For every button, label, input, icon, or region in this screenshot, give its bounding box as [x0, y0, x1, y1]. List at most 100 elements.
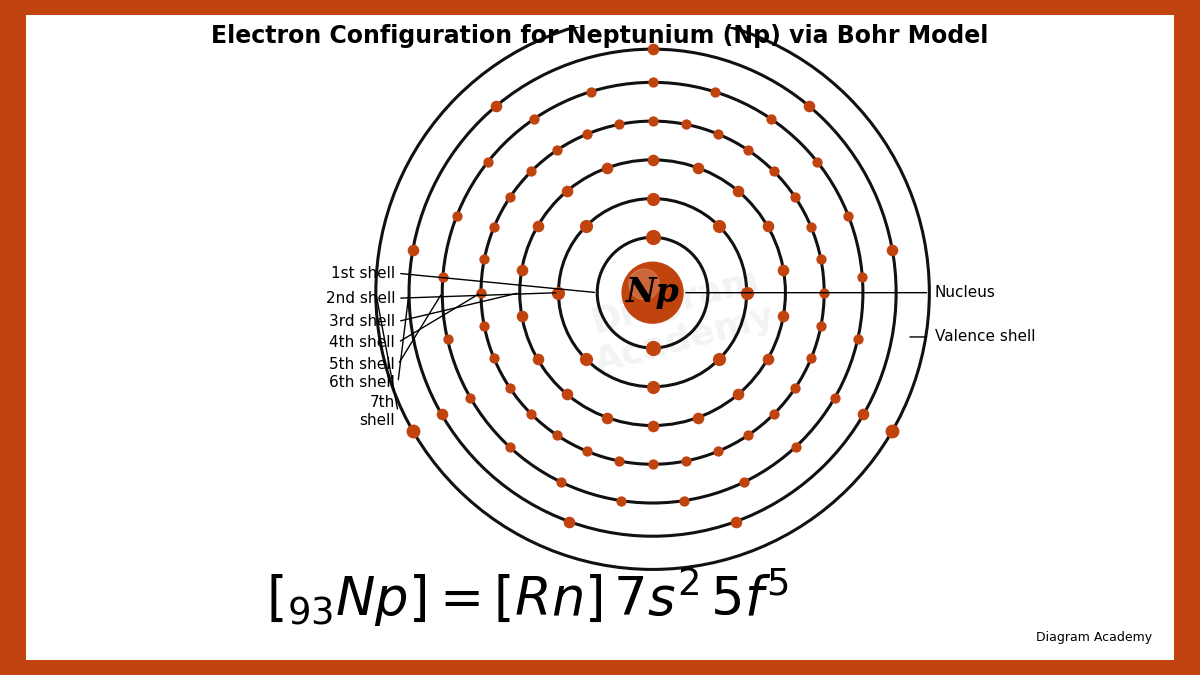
Point [802, 353, 821, 364]
Point [815, 288, 834, 298]
Point [528, 354, 547, 364]
Point [643, 381, 662, 392]
Point [774, 264, 793, 275]
Point [547, 144, 566, 155]
Point [643, 11, 662, 22]
Point [786, 192, 805, 202]
Point [433, 271, 452, 282]
Point [826, 392, 845, 403]
Point [674, 495, 694, 506]
Point [577, 129, 596, 140]
Point [548, 288, 568, 298]
Point [728, 389, 748, 400]
Point [737, 288, 756, 298]
Point [643, 343, 662, 354]
Text: Nucleus: Nucleus [935, 285, 996, 300]
Point [577, 446, 596, 456]
Point [448, 211, 467, 221]
Point [512, 310, 532, 321]
Point [762, 113, 781, 124]
Text: 6th shell: 6th shell [329, 375, 395, 390]
Point [598, 412, 617, 423]
Point [403, 245, 422, 256]
Point [764, 408, 784, 419]
Point [552, 477, 571, 487]
Point [726, 516, 745, 527]
Point [758, 354, 778, 364]
Point [432, 409, 451, 420]
Point [643, 459, 662, 470]
Point [643, 155, 662, 165]
Point [581, 86, 600, 97]
Point [643, 115, 662, 126]
Point [728, 186, 748, 196]
Point [576, 221, 595, 232]
Point [576, 354, 595, 364]
Point [709, 354, 728, 364]
Text: Np: Np [625, 276, 679, 309]
Point [709, 129, 728, 140]
Point [558, 186, 577, 196]
Point [486, 101, 505, 111]
Point [403, 426, 422, 437]
Point [522, 166, 541, 177]
Circle shape [629, 269, 659, 300]
Point [610, 456, 629, 466]
Point [643, 44, 662, 55]
Point [528, 221, 547, 232]
Text: Electron Configuration for Neptunium (Np) via Bohr Model: Electron Configuration for Neptunium (Np… [211, 24, 989, 48]
Point [848, 334, 868, 345]
Point [764, 166, 784, 177]
Point [734, 477, 754, 487]
Point [500, 383, 520, 394]
Point [677, 456, 696, 466]
Point [485, 221, 504, 232]
Point [643, 420, 662, 431]
Point [643, 232, 662, 243]
Point [610, 119, 629, 130]
Point [883, 245, 902, 256]
Point [522, 408, 541, 419]
Point [461, 392, 480, 403]
Point [643, 193, 662, 204]
Point [438, 334, 457, 345]
Point [811, 321, 830, 331]
Point [786, 383, 805, 394]
Circle shape [622, 263, 683, 323]
Point [799, 101, 818, 111]
Point [808, 156, 827, 167]
Point [811, 254, 830, 265]
Point [524, 113, 544, 124]
Text: 2nd shell: 2nd shell [325, 291, 395, 306]
Point [689, 163, 708, 173]
Point [853, 271, 872, 282]
Text: 3rd shell: 3rd shell [329, 314, 395, 329]
Text: $\left[_{93}Np\right] = \left[Rn\right]\,7s^{2}\,5f^{5}$: $\left[_{93}Np\right] = \left[Rn\right]\… [266, 566, 790, 629]
Point [738, 144, 757, 155]
Point [472, 288, 491, 298]
Point [500, 441, 520, 452]
Text: Diagram
Academy: Diagram Academy [581, 261, 779, 380]
Point [643, 77, 662, 88]
Point [547, 430, 566, 441]
Point [677, 119, 696, 130]
Text: 1st shell: 1st shell [331, 266, 395, 281]
Point [786, 441, 805, 452]
Point [500, 192, 520, 202]
Point [854, 409, 874, 420]
Text: 4th shell: 4th shell [330, 335, 395, 350]
Point [704, 86, 724, 97]
Text: Valence shell: Valence shell [935, 329, 1036, 344]
Point [475, 254, 494, 265]
Point [612, 495, 631, 506]
Point [774, 310, 793, 321]
Point [475, 321, 494, 331]
Text: Diagram Academy: Diagram Academy [1036, 631, 1152, 645]
Point [758, 221, 778, 232]
Text: 5th shell: 5th shell [330, 357, 395, 372]
Point [839, 211, 858, 221]
Point [802, 221, 821, 232]
Point [559, 516, 578, 527]
Point [709, 446, 728, 456]
Point [558, 389, 577, 400]
